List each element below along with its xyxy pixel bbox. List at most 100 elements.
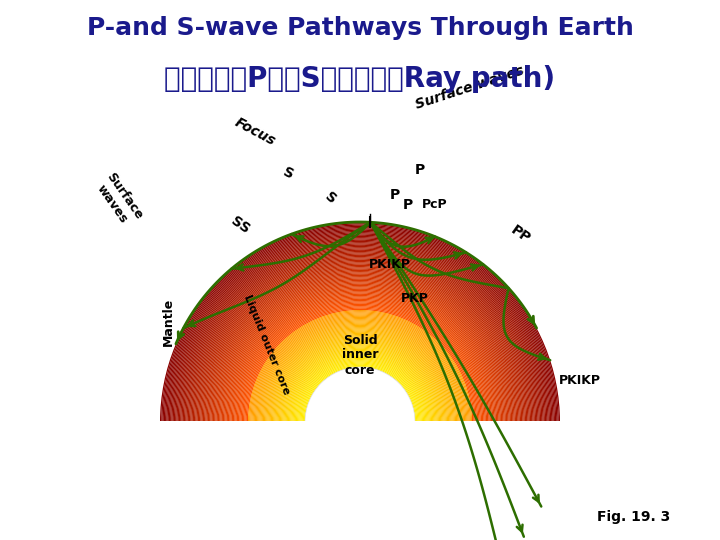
Wedge shape <box>298 360 422 422</box>
Wedge shape <box>284 347 436 422</box>
Wedge shape <box>305 367 415 422</box>
Wedge shape <box>197 259 523 422</box>
Text: PKIKP: PKIKP <box>369 259 411 272</box>
Wedge shape <box>266 328 454 422</box>
Wedge shape <box>186 248 534 422</box>
Wedge shape <box>219 281 501 422</box>
Wedge shape <box>163 225 557 422</box>
Wedge shape <box>180 242 540 422</box>
Wedge shape <box>227 288 493 422</box>
Text: S: S <box>281 165 295 181</box>
Wedge shape <box>175 237 545 422</box>
Wedge shape <box>212 274 508 422</box>
Wedge shape <box>253 315 467 422</box>
Wedge shape <box>284 346 436 422</box>
Wedge shape <box>281 343 439 422</box>
Text: Surface waves: Surface waves <box>414 64 526 112</box>
Wedge shape <box>208 270 512 422</box>
Wedge shape <box>300 362 420 422</box>
Wedge shape <box>280 342 440 422</box>
Wedge shape <box>302 363 418 422</box>
Text: P: P <box>403 198 413 212</box>
Wedge shape <box>168 231 552 422</box>
Wedge shape <box>189 251 531 422</box>
Wedge shape <box>192 253 528 422</box>
Wedge shape <box>269 330 451 422</box>
Wedge shape <box>181 244 539 422</box>
Text: Mantle: Mantle <box>161 298 174 346</box>
Wedge shape <box>246 307 474 422</box>
Wedge shape <box>232 294 488 422</box>
Wedge shape <box>230 292 490 422</box>
Wedge shape <box>297 359 423 422</box>
Wedge shape <box>265 327 455 422</box>
Wedge shape <box>240 302 480 422</box>
Wedge shape <box>248 310 472 422</box>
Wedge shape <box>261 323 459 422</box>
Wedge shape <box>278 340 442 422</box>
Wedge shape <box>258 320 462 422</box>
Wedge shape <box>244 306 476 422</box>
Wedge shape <box>286 348 434 422</box>
Wedge shape <box>251 312 469 422</box>
Wedge shape <box>183 245 537 422</box>
Text: PKIKP: PKIKP <box>559 374 601 387</box>
Wedge shape <box>259 321 461 422</box>
Wedge shape <box>185 247 535 422</box>
Wedge shape <box>294 357 426 422</box>
Wedge shape <box>202 264 518 422</box>
Wedge shape <box>161 223 559 422</box>
Text: P: P <box>415 163 425 177</box>
Wedge shape <box>274 336 446 422</box>
Wedge shape <box>253 316 467 422</box>
Bar <box>155 421 565 540</box>
Wedge shape <box>267 329 453 422</box>
Wedge shape <box>261 322 459 422</box>
Wedge shape <box>255 317 465 422</box>
Wedge shape <box>210 272 510 422</box>
Wedge shape <box>288 350 432 422</box>
Wedge shape <box>238 300 482 422</box>
Wedge shape <box>194 256 526 422</box>
Wedge shape <box>207 268 513 422</box>
Text: PP: PP <box>508 224 532 247</box>
Wedge shape <box>276 339 444 422</box>
Wedge shape <box>160 222 560 422</box>
Wedge shape <box>275 338 445 422</box>
Wedge shape <box>190 252 530 422</box>
Wedge shape <box>222 284 498 422</box>
Text: Fig. 19. 3: Fig. 19. 3 <box>597 510 670 524</box>
Wedge shape <box>203 265 517 422</box>
Wedge shape <box>242 303 478 422</box>
Wedge shape <box>302 364 418 422</box>
Wedge shape <box>224 286 496 422</box>
Wedge shape <box>233 295 487 422</box>
Wedge shape <box>198 260 522 422</box>
Wedge shape <box>292 353 428 422</box>
Text: PKP: PKP <box>401 292 429 305</box>
Wedge shape <box>195 257 525 422</box>
Wedge shape <box>217 279 503 422</box>
Text: SS: SS <box>228 214 252 237</box>
Text: Solid
inner
core: Solid inner core <box>342 334 378 376</box>
Wedge shape <box>234 296 486 422</box>
Wedge shape <box>290 352 430 422</box>
Wedge shape <box>214 276 506 422</box>
Wedge shape <box>170 232 550 422</box>
Wedge shape <box>237 299 483 422</box>
Wedge shape <box>251 313 469 422</box>
Wedge shape <box>270 332 450 422</box>
Wedge shape <box>223 285 497 422</box>
Text: Liquid outer core: Liquid outer core <box>243 294 292 396</box>
Wedge shape <box>184 246 536 422</box>
Text: Surface
waves: Surface waves <box>91 170 145 230</box>
Wedge shape <box>171 233 549 422</box>
Wedge shape <box>166 228 554 422</box>
Wedge shape <box>282 344 438 422</box>
Text: P: P <box>390 188 400 202</box>
Wedge shape <box>300 361 420 422</box>
Wedge shape <box>176 238 544 422</box>
Wedge shape <box>168 230 552 422</box>
Wedge shape <box>199 261 521 422</box>
Wedge shape <box>271 333 449 422</box>
